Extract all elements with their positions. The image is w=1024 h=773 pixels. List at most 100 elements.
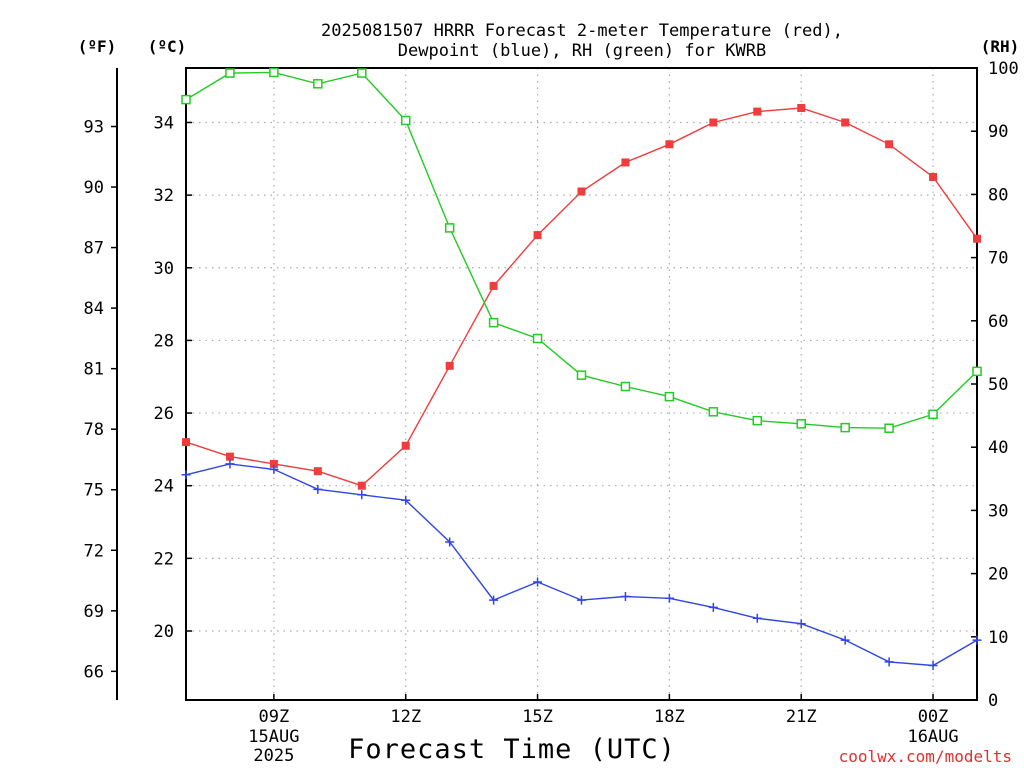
temperature-line	[185, 107, 978, 487]
temperature-point	[313, 467, 322, 476]
dewpoint-point	[489, 595, 499, 605]
temperature-point	[753, 107, 762, 116]
fahrenheit-tick-label: 69	[84, 602, 104, 622]
rh-point	[620, 381, 631, 392]
celsius-tick-label: 28	[154, 331, 174, 351]
fahrenheit-tick-label: 84	[84, 299, 104, 319]
rh-tick-label: 0	[988, 691, 998, 711]
fahrenheit-tick-label: 72	[84, 541, 104, 561]
rh-tick-label: 20	[988, 565, 1008, 585]
rh-point	[400, 115, 411, 126]
rh-point	[357, 68, 367, 78]
x-tick-sublabel: 15AUG	[248, 727, 299, 747]
rh-point	[928, 409, 938, 420]
celsius-tick-label: 22	[154, 549, 174, 569]
dewpoint-line	[185, 463, 978, 667]
fahrenheit-tick-label: 78	[84, 420, 104, 440]
rh-point	[269, 67, 279, 78]
rh-tick-label: 100	[988, 59, 1019, 79]
temperature-point	[665, 140, 674, 149]
watermark-text: coolwx.com/modelts	[839, 747, 1012, 766]
rh-point	[708, 407, 719, 417]
x-tick-label: 15Z	[522, 707, 553, 727]
temperature-point	[973, 234, 981, 243]
rh-point	[796, 419, 806, 429]
temperature-point	[841, 118, 850, 127]
temperature-point	[445, 361, 454, 370]
temperature-point	[885, 140, 894, 149]
dewpoint-point	[445, 537, 455, 547]
rh-tick-label: 70	[988, 249, 1008, 269]
dewpoint-point	[708, 602, 718, 612]
chart-title-line1: 2025081507 HRRR Forecast 2-meter Tempera…	[321, 21, 843, 41]
celsius-tick-label: 24	[154, 477, 174, 497]
celsius-tick-label: 30	[154, 259, 174, 279]
rh-tick-label: 30	[988, 501, 1008, 521]
temperature-point	[269, 459, 278, 468]
x-tick-label: 00Z	[918, 707, 949, 727]
data-series	[181, 67, 982, 670]
rh-point	[972, 366, 982, 377]
dewpoint-point	[796, 619, 806, 629]
temperature-point	[797, 103, 806, 112]
dewpoint-point	[313, 484, 323, 494]
x-tick-sublabel: 2025	[253, 746, 294, 766]
temperature-point	[929, 172, 938, 181]
temperature-point	[357, 481, 366, 490]
rh-tick-label: 10	[988, 628, 1008, 648]
dewpoint-point	[401, 495, 411, 505]
fahrenheit-tick-label: 75	[84, 481, 104, 501]
rh-tick-label: 40	[988, 438, 1008, 458]
x-tick-label: 09Z	[259, 707, 290, 727]
fahrenheit-tick-label: 66	[84, 662, 104, 682]
tick-labels: 20 22 24 26 28 30 32 34 66 69 72 75 78 81 84 87 90 93 0 10 2…	[84, 59, 1019, 766]
x-tick-label: 21Z	[786, 707, 817, 727]
dewpoint-point	[752, 613, 762, 623]
rh-point	[532, 333, 543, 344]
chart-title-line2: Dewpoint (blue), RH (green) for KWRB	[398, 41, 766, 61]
rh-point	[488, 317, 499, 328]
temperature-point	[621, 158, 630, 167]
dewpoint-point	[840, 635, 850, 645]
x-tick-label: 18Z	[654, 707, 685, 727]
x-tick-label: 12Z	[390, 707, 421, 727]
temperature-point	[577, 187, 586, 196]
celsius-unit-label: (ºC)	[148, 37, 187, 56]
rh-point	[225, 68, 235, 78]
celsius-tick-label: 32	[154, 186, 174, 206]
axes	[111, 67, 978, 701]
temperature-point	[709, 118, 718, 127]
fahrenheit-tick-label: 90	[84, 178, 104, 198]
temperature-point	[489, 281, 498, 290]
rh-point	[576, 370, 587, 380]
rh-tick-label: 80	[988, 185, 1008, 205]
rh-point	[664, 391, 675, 402]
rh-point	[444, 223, 455, 233]
dewpoint-point	[884, 657, 894, 667]
dewpoint-point	[972, 635, 982, 645]
rh-tick-label: 50	[988, 375, 1008, 395]
rh-point	[752, 415, 763, 426]
dewpoint-point	[577, 595, 586, 605]
dewpoint-point	[357, 490, 367, 500]
x-tick-sublabel: 16AUG	[907, 727, 958, 747]
dewpoint-point	[533, 577, 543, 587]
celsius-tick-label: 34	[154, 113, 174, 133]
fahrenheit-tick-label: 87	[84, 239, 104, 259]
temperature-point	[533, 231, 542, 240]
rh-tick-label: 90	[988, 122, 1008, 142]
fahrenheit-tick-label: 93	[84, 118, 104, 138]
temperature-point	[182, 438, 190, 447]
celsius-tick-label: 20	[154, 622, 174, 642]
dewpoint-point	[928, 660, 938, 670]
fahrenheit-unit-label: (ºF)	[78, 37, 117, 56]
temperature-point	[401, 441, 410, 450]
dewpoint-point	[181, 470, 191, 480]
fahrenheit-tick-label: 81	[84, 360, 104, 380]
rh-tick-label: 60	[988, 312, 1008, 332]
plot-frame	[185, 67, 978, 701]
dewpoint-point	[620, 591, 630, 601]
rh-point	[884, 423, 894, 433]
